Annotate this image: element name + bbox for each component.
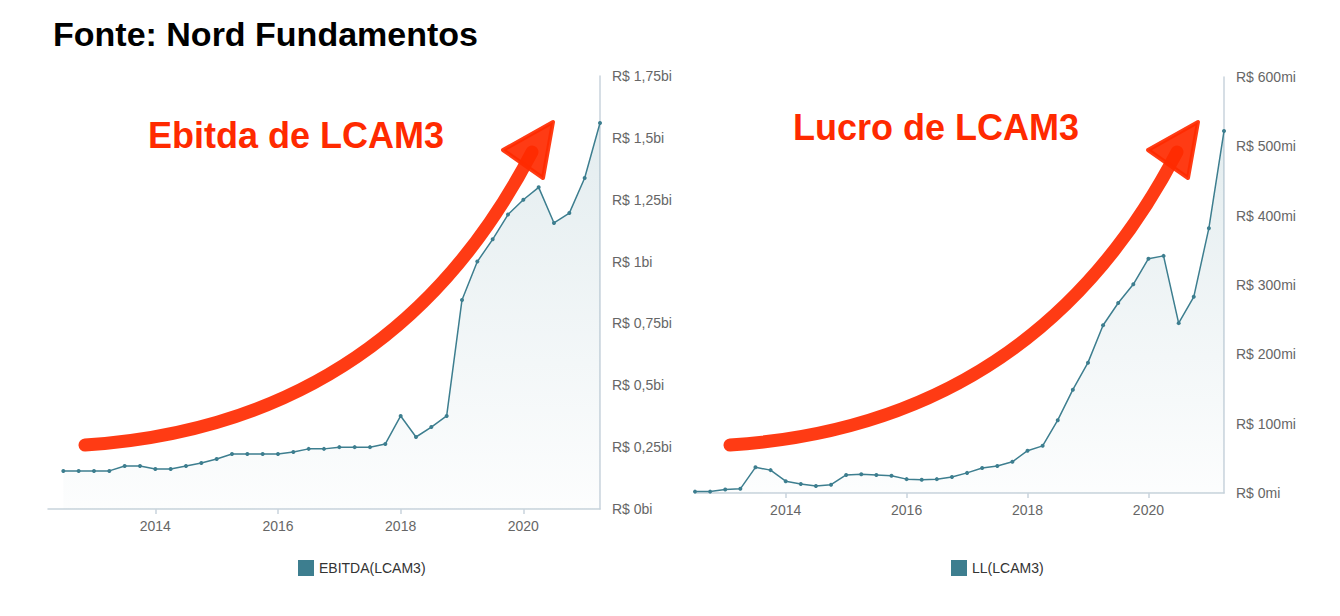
svg-text:R$ 1,25bi: R$ 1,25bi <box>612 192 672 208</box>
svg-text:2018: 2018 <box>385 518 416 534</box>
svg-text:2014: 2014 <box>140 518 171 534</box>
svg-text:R$ 400mi: R$ 400mi <box>1236 208 1296 224</box>
svg-text:R$ 100mi: R$ 100mi <box>1236 416 1296 432</box>
svg-text:R$ 200mi: R$ 200mi <box>1236 346 1296 362</box>
svg-text:2016: 2016 <box>262 518 293 534</box>
svg-text:R$ 500mi: R$ 500mi <box>1236 138 1296 154</box>
svg-text:EBITDA(LCAM3): EBITDA(LCAM3) <box>319 560 426 576</box>
svg-text:2016: 2016 <box>891 502 922 518</box>
svg-text:Lucro de LCAM3: Lucro de LCAM3 <box>793 107 1079 148</box>
svg-text:Ebitda de LCAM3: Ebitda de LCAM3 <box>148 115 444 156</box>
svg-text:R$ 0,5bi: R$ 0,5bi <box>612 377 664 393</box>
svg-text:R$ 0mi: R$ 0mi <box>1236 485 1280 501</box>
svg-text:R$ 0,25bi: R$ 0,25bi <box>612 439 672 455</box>
svg-text:R$ 600mi: R$ 600mi <box>1236 69 1296 85</box>
svg-text:R$ 1,5bi: R$ 1,5bi <box>612 130 664 146</box>
svg-text:2020: 2020 <box>1133 502 1164 518</box>
svg-text:R$ 1,75bi: R$ 1,75bi <box>612 68 672 84</box>
svg-text:Fonte: Nord Fundamentos: Fonte: Nord Fundamentos <box>53 15 478 53</box>
svg-text:R$ 0bi: R$ 0bi <box>612 501 652 517</box>
svg-text:2018: 2018 <box>1012 502 1043 518</box>
svg-text:LL(LCAM3): LL(LCAM3) <box>972 560 1044 576</box>
svg-text:R$ 1bi: R$ 1bi <box>612 254 652 270</box>
svg-text:R$ 0,75bi: R$ 0,75bi <box>612 315 672 331</box>
svg-text:2014: 2014 <box>770 502 801 518</box>
svg-text:2020: 2020 <box>508 518 539 534</box>
svg-text:R$ 300mi: R$ 300mi <box>1236 277 1296 293</box>
